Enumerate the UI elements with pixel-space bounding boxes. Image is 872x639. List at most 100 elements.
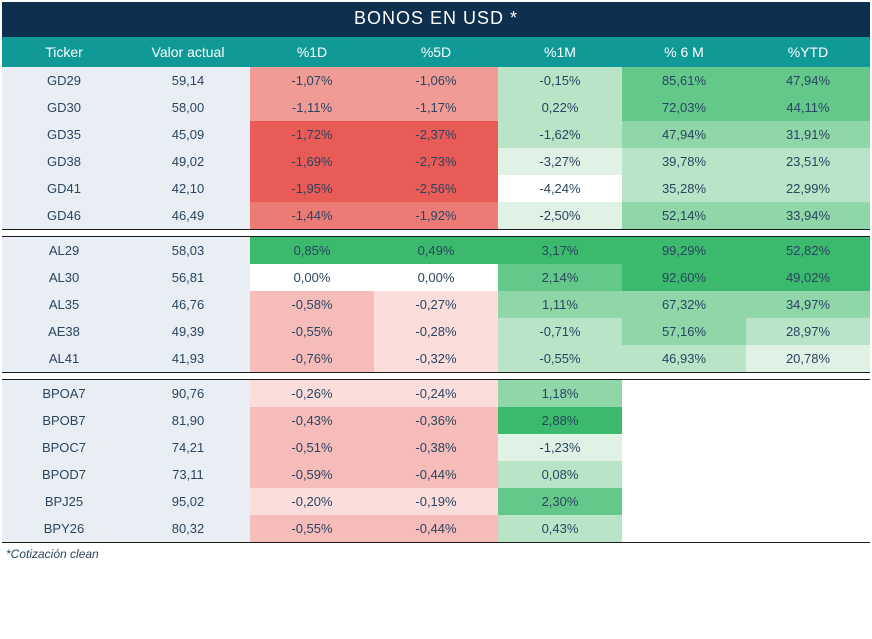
- value-cell: 45,09: [126, 121, 250, 148]
- pct-6m: [622, 380, 746, 408]
- pct-5d: -2,73%: [374, 148, 498, 175]
- table-row: GD3849,02-1,69%-2,73%-3,27%39,78%23,51%: [2, 148, 870, 175]
- pct-6m: 39,78%: [622, 148, 746, 175]
- table-body: GD2959,14-1,07%-1,06%-0,15%85,61%47,94%G…: [2, 67, 870, 542]
- value-cell: 59,14: [126, 67, 250, 94]
- bonds-table: BONOS EN USD * Ticker Valor actual %1D %…: [2, 2, 870, 542]
- ticker-cell: AL41: [2, 345, 126, 373]
- pct-5d: -2,56%: [374, 175, 498, 202]
- value-cell: 80,32: [126, 515, 250, 542]
- value-cell: 41,93: [126, 345, 250, 373]
- pct-1m: -1,23%: [498, 434, 622, 461]
- pct-6m: [622, 515, 746, 542]
- group-separator: [2, 373, 870, 380]
- col-ytd: %YTD: [746, 37, 870, 67]
- pct-1m: -3,27%: [498, 148, 622, 175]
- pct-5d: 0,00%: [374, 264, 498, 291]
- pct-1d: -0,43%: [250, 407, 374, 434]
- pct-5d: -0,27%: [374, 291, 498, 318]
- pct-ytd: 44,11%: [746, 94, 870, 121]
- pct-5d: -0,24%: [374, 380, 498, 408]
- pct-1m: 0,43%: [498, 515, 622, 542]
- pct-6m: 67,32%: [622, 291, 746, 318]
- pct-1d: -0,51%: [250, 434, 374, 461]
- table-row: GD3545,09-1,72%-2,37%-1,62%47,94%31,91%: [2, 121, 870, 148]
- pct-5d: 0,49%: [374, 237, 498, 265]
- pct-1d: 0,00%: [250, 264, 374, 291]
- header-row: Ticker Valor actual %1D %5D %1M % 6 M %Y…: [2, 37, 870, 67]
- pct-6m: 85,61%: [622, 67, 746, 94]
- pct-ytd: [746, 407, 870, 434]
- pct-1d: -0,59%: [250, 461, 374, 488]
- ticker-cell: GD30: [2, 94, 126, 121]
- pct-1m: 0,08%: [498, 461, 622, 488]
- pct-6m: 72,03%: [622, 94, 746, 121]
- col-1m: %1M: [498, 37, 622, 67]
- pct-6m: [622, 434, 746, 461]
- pct-1m: 2,30%: [498, 488, 622, 515]
- ticker-cell: BPOA7: [2, 380, 126, 408]
- pct-ytd: 22,99%: [746, 175, 870, 202]
- value-cell: 74,21: [126, 434, 250, 461]
- value-cell: 46,49: [126, 202, 250, 230]
- ticker-cell: AE38: [2, 318, 126, 345]
- pct-1m: 2,88%: [498, 407, 622, 434]
- pct-ytd: 52,82%: [746, 237, 870, 265]
- table-title: BONOS EN USD *: [2, 2, 870, 37]
- pct-1d: -0,26%: [250, 380, 374, 408]
- pct-ytd: 49,02%: [746, 264, 870, 291]
- table-row: BPOD773,11-0,59%-0,44%0,08%: [2, 461, 870, 488]
- pct-1m: -1,62%: [498, 121, 622, 148]
- ticker-cell: GD29: [2, 67, 126, 94]
- pct-5d: -1,17%: [374, 94, 498, 121]
- pct-1d: -1,72%: [250, 121, 374, 148]
- value-cell: 81,90: [126, 407, 250, 434]
- pct-ytd: [746, 515, 870, 542]
- ticker-cell: GD35: [2, 121, 126, 148]
- table-row: AL3056,810,00%0,00%2,14%92,60%49,02%: [2, 264, 870, 291]
- ticker-cell: GD46: [2, 202, 126, 230]
- pct-1d: 0,85%: [250, 237, 374, 265]
- ticker-cell: AL30: [2, 264, 126, 291]
- pct-6m: 35,28%: [622, 175, 746, 202]
- pct-ytd: 20,78%: [746, 345, 870, 373]
- ticker-cell: GD38: [2, 148, 126, 175]
- table-row: BPY2680,32-0,55%-0,44%0,43%: [2, 515, 870, 542]
- value-cell: 49,02: [126, 148, 250, 175]
- pct-1d: -0,76%: [250, 345, 374, 373]
- pct-1m: -4,24%: [498, 175, 622, 202]
- pct-1d: -1,95%: [250, 175, 374, 202]
- pct-ytd: 34,97%: [746, 291, 870, 318]
- pct-ytd: 47,94%: [746, 67, 870, 94]
- pct-ytd: 31,91%: [746, 121, 870, 148]
- value-cell: 73,11: [126, 461, 250, 488]
- group-separator: [2, 230, 870, 237]
- value-cell: 42,10: [126, 175, 250, 202]
- pct-1d: -0,55%: [250, 318, 374, 345]
- bonds-table-container: BONOS EN USD * Ticker Valor actual %1D %…: [2, 2, 870, 561]
- table-row: BPOB781,90-0,43%-0,36%2,88%: [2, 407, 870, 434]
- pct-1m: 1,18%: [498, 380, 622, 408]
- pct-1d: -1,44%: [250, 202, 374, 230]
- table-row: BPOC774,21-0,51%-0,38%-1,23%: [2, 434, 870, 461]
- ticker-cell: BPOD7: [2, 461, 126, 488]
- pct-1d: -1,07%: [250, 67, 374, 94]
- title-row: BONOS EN USD *: [2, 2, 870, 37]
- footnote: *Cotización clean: [2, 542, 870, 561]
- table-row: AE3849,39-0,55%-0,28%-0,71%57,16%28,97%: [2, 318, 870, 345]
- pct-ytd: [746, 488, 870, 515]
- pct-5d: -0,32%: [374, 345, 498, 373]
- pct-1m: 1,11%: [498, 291, 622, 318]
- col-6m: % 6 M: [622, 37, 746, 67]
- value-cell: 58,03: [126, 237, 250, 265]
- table-row: GD4646,49-1,44%-1,92%-2,50%52,14%33,94%: [2, 202, 870, 230]
- pct-6m: 57,16%: [622, 318, 746, 345]
- value-cell: 49,39: [126, 318, 250, 345]
- pct-ytd: 33,94%: [746, 202, 870, 230]
- pct-5d: -0,38%: [374, 434, 498, 461]
- table-row: GD4142,10-1,95%-2,56%-4,24%35,28%22,99%: [2, 175, 870, 202]
- value-cell: 58,00: [126, 94, 250, 121]
- pct-1m: 0,22%: [498, 94, 622, 121]
- pct-5d: -0,44%: [374, 515, 498, 542]
- ticker-cell: GD41: [2, 175, 126, 202]
